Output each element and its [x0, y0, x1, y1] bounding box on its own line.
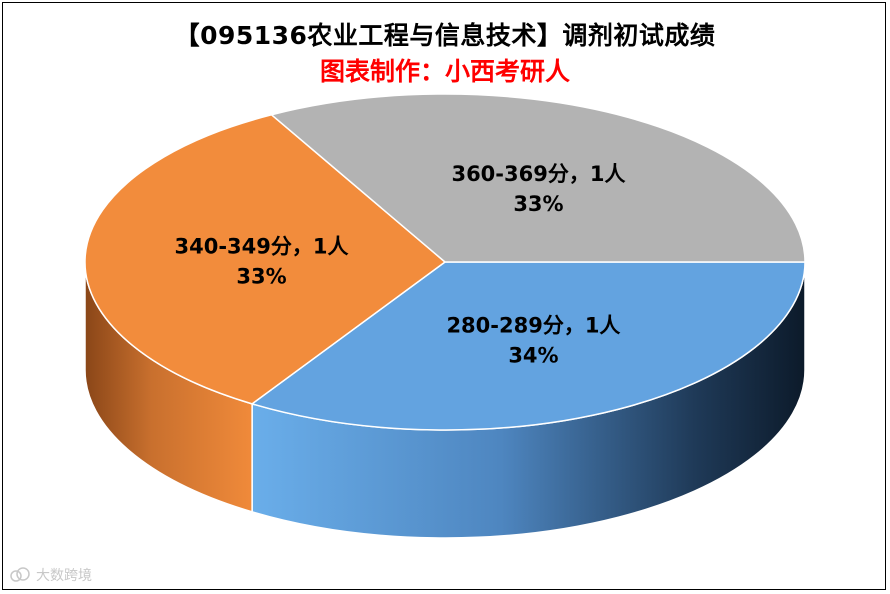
pie-top-faces	[84, 93, 806, 431]
pie-slice-2	[84, 113, 447, 405]
pie-label-1-percent: 34%	[508, 344, 558, 368]
chart-title: 【095136农业工程与信息技术】调剂初试成绩	[174, 21, 716, 50]
chart-subtitle: 图表制作：小西考研人	[319, 57, 570, 86]
pie-slice-3	[269, 93, 806, 263]
watermark-text: 大数跨境	[36, 568, 92, 584]
cloud-logo-icon	[10, 567, 30, 582]
pie-label-2-category: 340-349分，1人	[174, 234, 348, 258]
pie-slice-1	[250, 261, 806, 431]
pie-data-labels: 280-289分，1人 34% 340-349分，1人 33% 360-369分，1人 3…	[174, 162, 625, 368]
watermark: 大数跨境	[10, 565, 92, 585]
pie-label-2-percent: 33%	[236, 264, 286, 288]
pie-label-3-percent: 33%	[513, 192, 563, 216]
pie-label-3-category: 360-369分，1人	[451, 162, 625, 186]
pie-label-1-category: 280-289分，1人	[446, 314, 620, 338]
